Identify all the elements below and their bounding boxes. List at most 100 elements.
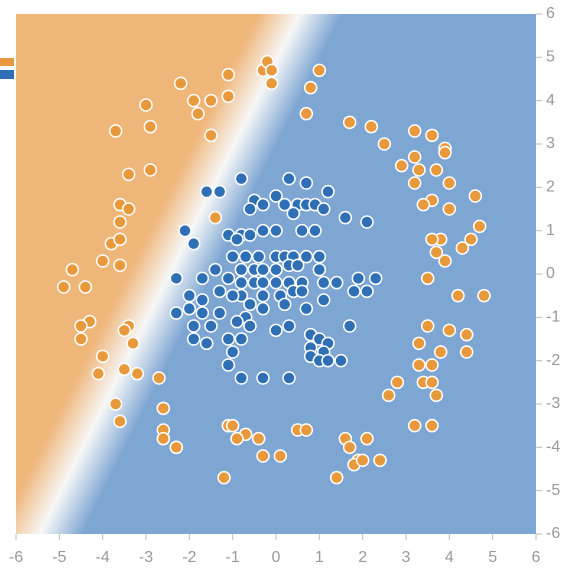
x-tick-label: 2: [358, 549, 367, 566]
point: [199, 184, 214, 199]
y-tick-label: 4: [546, 92, 555, 109]
point: [225, 249, 240, 264]
point: [256, 223, 270, 238]
point: [243, 202, 257, 216]
point: [442, 176, 457, 190]
point: [195, 306, 210, 320]
point: [143, 119, 158, 134]
point: [139, 98, 153, 112]
point: [277, 197, 292, 212]
point: [113, 258, 127, 273]
point: [438, 254, 452, 268]
point: [238, 249, 253, 264]
point: [338, 210, 353, 225]
point: [204, 128, 218, 143]
y-tick-label: 5: [546, 49, 555, 66]
point: [420, 271, 435, 286]
point: [321, 353, 335, 368]
point: [407, 418, 422, 433]
point: [329, 275, 344, 290]
point: [113, 414, 127, 429]
point: [459, 327, 474, 342]
point: [182, 288, 197, 303]
point: [117, 362, 132, 377]
point: [221, 89, 236, 104]
point: [56, 280, 71, 294]
x-tick-label: -1: [226, 549, 240, 566]
point: [477, 288, 491, 303]
point: [282, 171, 296, 186]
point: [243, 297, 257, 312]
point: [364, 119, 379, 134]
point: [256, 262, 270, 277]
y-tick-label: -2: [546, 352, 560, 369]
point: [126, 336, 140, 351]
point: [269, 323, 283, 338]
point: [212, 306, 227, 320]
point: [342, 115, 357, 130]
point: [299, 106, 314, 121]
point: [299, 249, 314, 264]
y-tick-label: -5: [546, 482, 560, 499]
point: [429, 245, 444, 260]
point: [199, 336, 214, 351]
y-tick-label: 2: [546, 179, 555, 196]
legend-swatch: [0, 58, 14, 66]
point: [91, 366, 106, 381]
point: [381, 388, 396, 403]
point: [429, 388, 444, 403]
point: [191, 106, 205, 121]
point: [234, 332, 249, 346]
point: [225, 288, 240, 303]
legend-swatch: [0, 70, 14, 79]
point: [243, 228, 257, 242]
point: [108, 124, 123, 138]
point: [117, 323, 132, 338]
point: [269, 275, 283, 290]
point: [269, 262, 283, 277]
point: [312, 63, 327, 78]
x-tick-label: 5: [488, 549, 497, 566]
y-tick-label: -1: [546, 309, 560, 326]
point: [169, 440, 184, 455]
point: [221, 271, 236, 286]
point: [425, 358, 439, 372]
point: [74, 319, 88, 333]
y-tick-label: 3: [546, 135, 555, 152]
point: [407, 124, 422, 138]
point: [264, 76, 279, 91]
point: [412, 163, 426, 177]
point: [351, 271, 366, 286]
point: [173, 76, 188, 91]
point: [312, 262, 327, 277]
point: [299, 176, 314, 190]
point: [373, 453, 387, 468]
point: [368, 271, 383, 286]
point: [113, 215, 127, 229]
point: [390, 375, 405, 390]
x-tick-label: -3: [139, 549, 153, 566]
point: [152, 371, 166, 385]
point: [113, 232, 127, 247]
point: [108, 397, 123, 411]
point: [329, 470, 344, 485]
point: [438, 145, 452, 160]
point: [186, 319, 201, 333]
point: [251, 431, 266, 446]
x-tick-label: 3: [402, 549, 411, 566]
point: [195, 271, 210, 286]
point: [459, 345, 474, 359]
point: [204, 93, 218, 108]
point: [472, 219, 487, 234]
point: [308, 223, 322, 238]
point: [334, 353, 348, 368]
point: [420, 319, 435, 333]
point: [342, 319, 357, 333]
point: [256, 301, 270, 316]
point: [377, 137, 392, 151]
point: [347, 284, 361, 299]
point: [355, 453, 370, 468]
point: [464, 232, 478, 247]
point: [208, 262, 223, 277]
